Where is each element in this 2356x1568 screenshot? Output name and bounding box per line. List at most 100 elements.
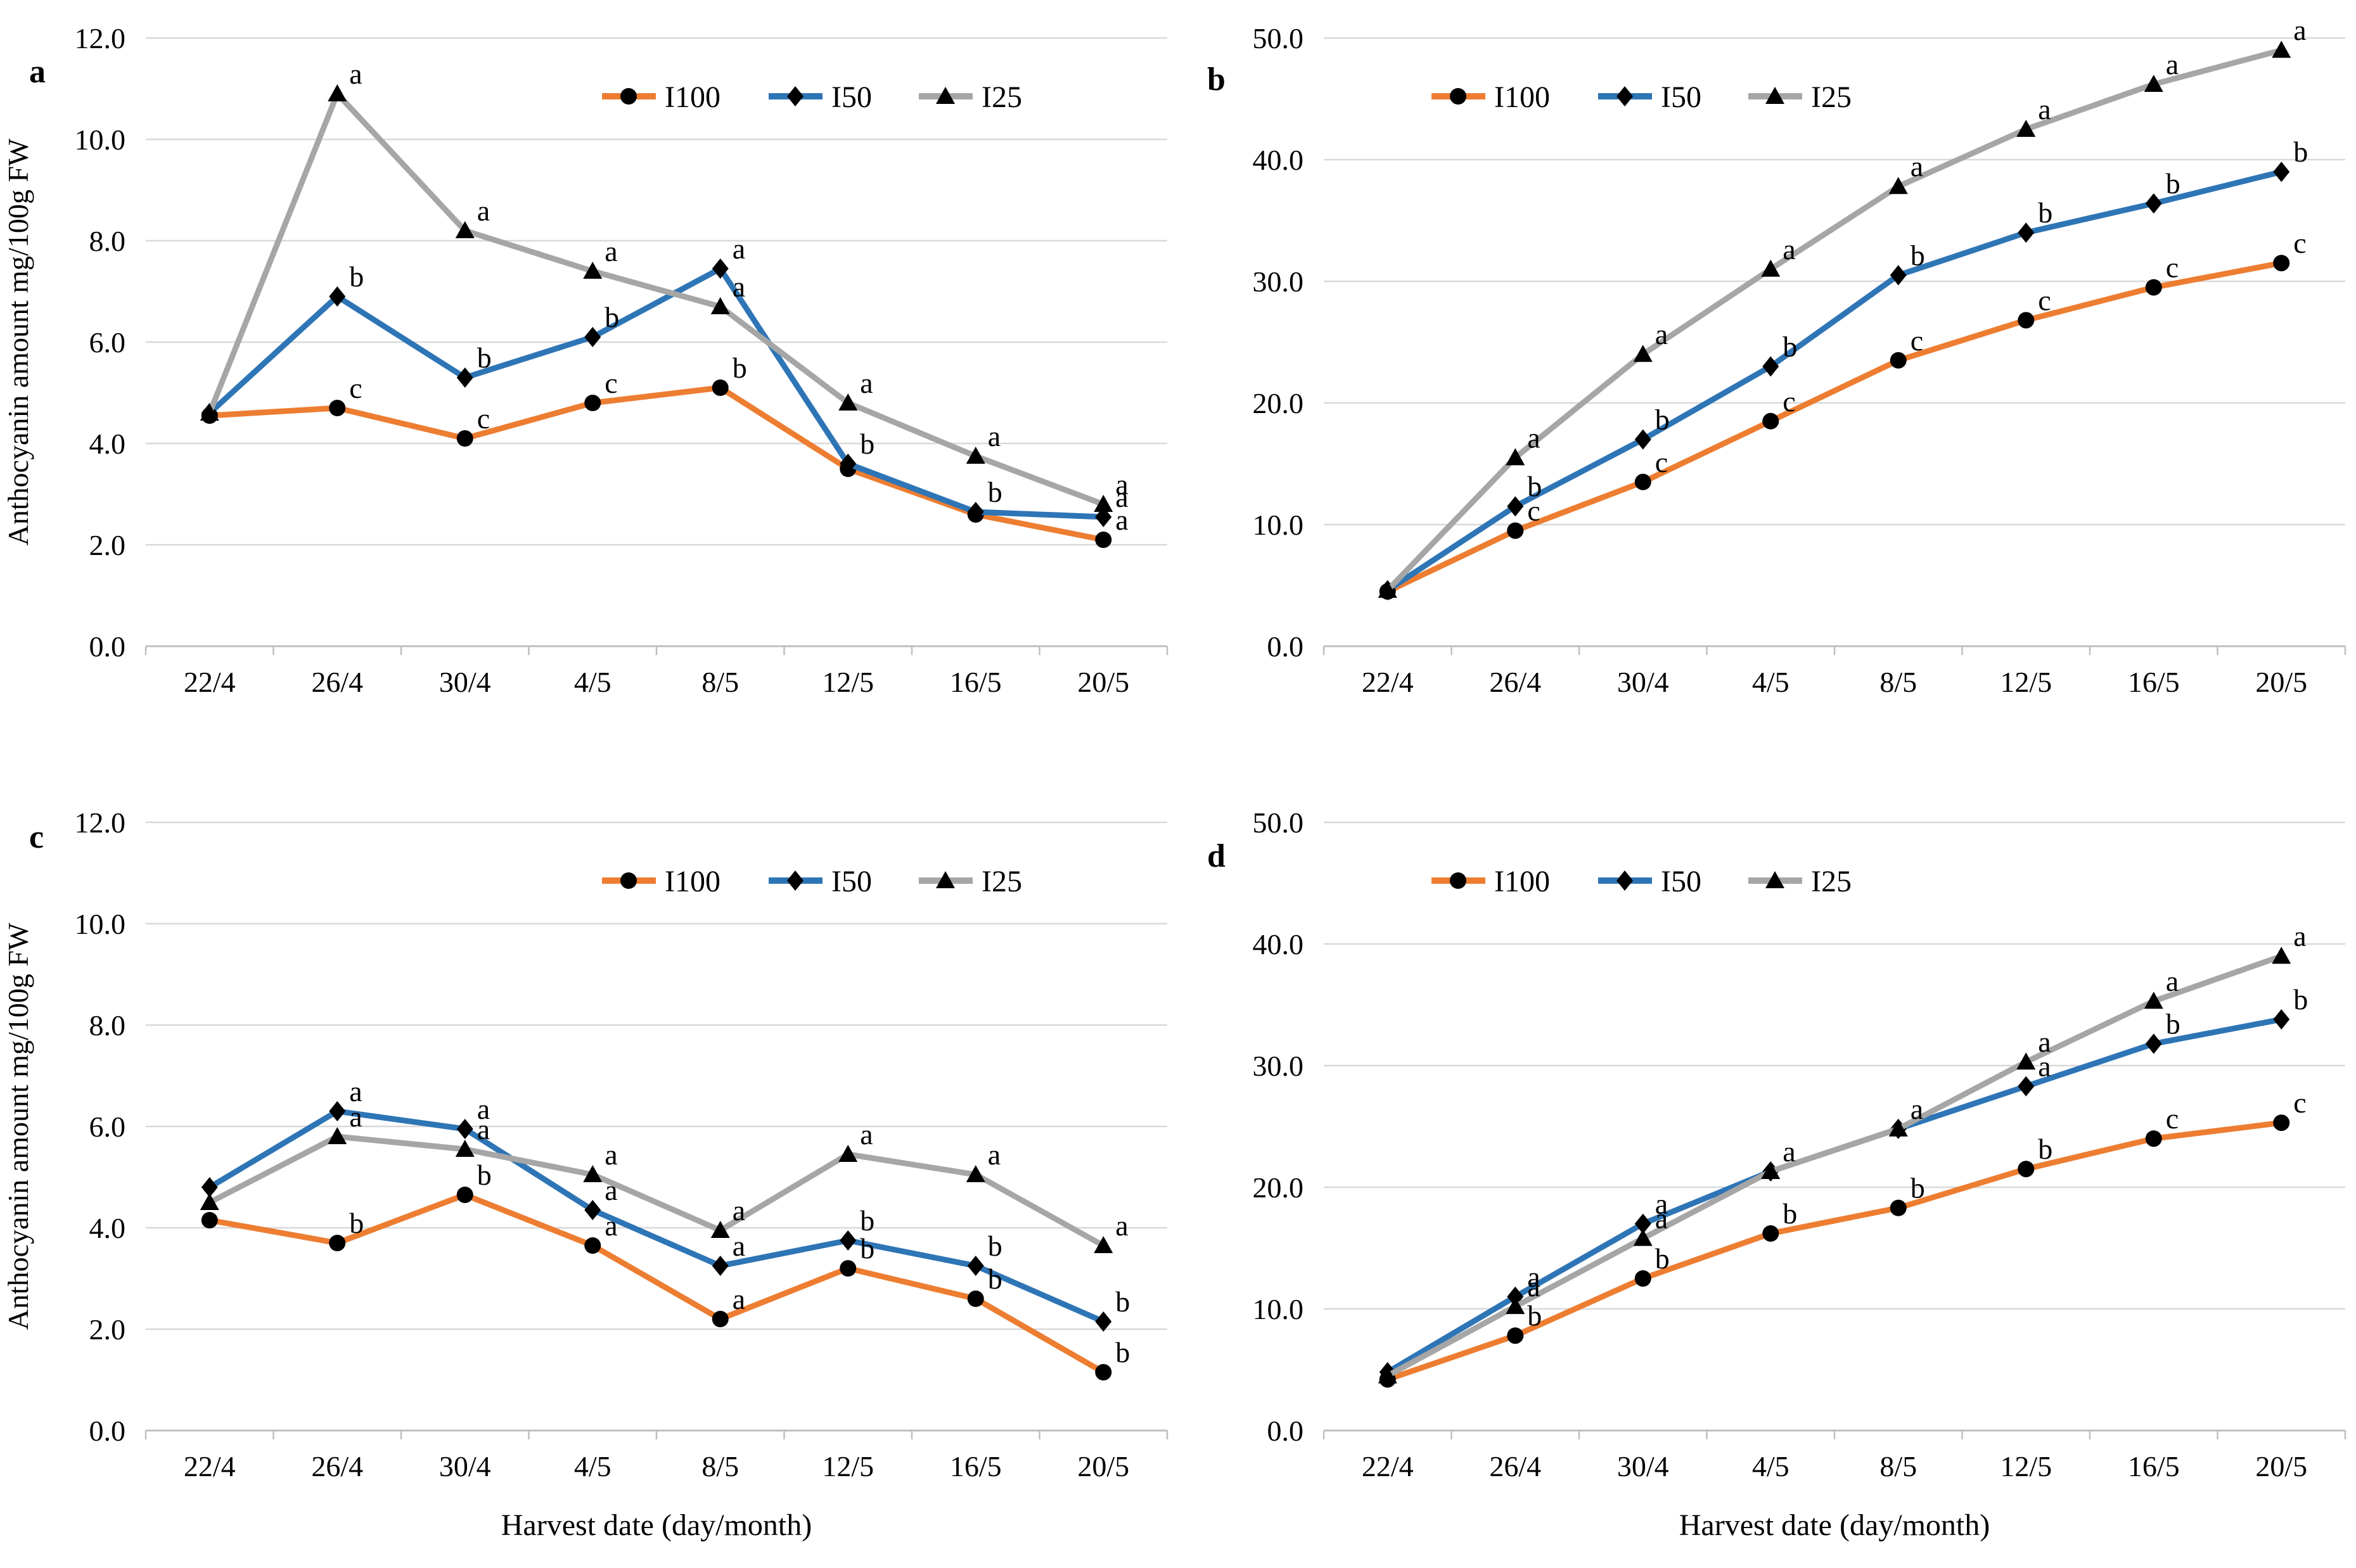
data-point-I50-diamond-marker-icon	[1634, 429, 1651, 450]
x-tick-label: 20/5	[1077, 666, 1129, 698]
legend-item-I25: I25	[1748, 865, 1852, 898]
data-point-I100-circle-marker-icon	[1634, 473, 1651, 490]
data-point-I25-triangle-marker-icon	[2144, 74, 2163, 92]
data-point-I25-triangle-marker-icon	[710, 297, 730, 314]
x-tick-label: 4/5	[574, 666, 611, 698]
point-letter-label: a	[988, 420, 1001, 452]
point-letter-label: a	[477, 1093, 490, 1125]
x-tick-label: 22/4	[1362, 1450, 1414, 1482]
x-tick-label: 12/5	[822, 666, 874, 698]
y-tick-label: 30.0	[1253, 1050, 1304, 1082]
point-letter-label: b	[1783, 330, 1797, 362]
legend-label: I100	[1494, 865, 1550, 898]
point-letter-label: c	[2166, 1102, 2179, 1135]
chart-panel-d: 0.0 10.0 20.0 30.0 40.0 50.0 22/4 26/4 30/4 4/5 8/…	[1178, 784, 2356, 1568]
legend-diamond-marker-icon	[1617, 870, 1633, 891]
point-letter-label: a	[860, 1118, 873, 1151]
data-point-I100-circle-marker-icon	[456, 430, 473, 447]
point-letter-label: a	[1911, 1093, 1923, 1125]
x-tick-label: 4/5	[574, 1450, 611, 1482]
data-point-I25-triangle-marker-icon	[838, 1145, 858, 1162]
data-point-I25-triangle-marker-icon	[966, 447, 985, 464]
data-point-I100-circle-marker-icon	[712, 379, 729, 396]
y-tick-label: 2.0	[89, 529, 126, 561]
x-tick-label: 26/4	[311, 666, 363, 698]
y-tick-label: 50.0	[1253, 22, 1304, 54]
chart-svg-c: 0.0 2.0 4.0 6.0 8.0 10.0 12.0 22/4 26/4 30/4 4/5 8/…	[0, 784, 1178, 1568]
x-tick-label: 22/4	[184, 666, 236, 698]
point-letter-label: a	[2038, 93, 2051, 125]
data-point-I25-triangle-marker-icon	[1094, 1236, 1113, 1253]
point-letter-label: c	[1783, 385, 1795, 417]
data-point-I50-diamond-marker-icon	[712, 258, 729, 279]
y-tick-label: 10.0	[1253, 509, 1304, 541]
legend-circle-marker-icon	[620, 88, 637, 105]
data-point-I25-triangle-marker-icon	[1888, 1119, 1908, 1137]
point-letter-label: b	[988, 1230, 1002, 1262]
data-point-I50-diamond-marker-icon	[1762, 356, 1779, 377]
x-tick-label: 4/5	[1752, 1450, 1789, 1482]
data-point-I100-circle-marker-icon	[1095, 1364, 1112, 1380]
y-axis-title: Anthocyanin amount mg/100g FW	[2, 922, 34, 1330]
data-point-I50-diamond-marker-icon	[2145, 193, 2162, 214]
point-letter-label: a	[2293, 920, 2306, 952]
legend-item-I25: I25	[919, 865, 1022, 898]
point-letter-label: b	[1911, 239, 1925, 271]
point-letter-label: b	[2293, 136, 2308, 168]
legend-item-I50: I50	[1598, 80, 1701, 114]
point-letter-label: a	[988, 1138, 1001, 1171]
data-point-I50-diamond-marker-icon	[840, 1230, 857, 1251]
point-letter-label: a	[2166, 965, 2179, 997]
x-tick-label: 16/5	[2128, 666, 2180, 698]
series-line-I100	[207, 1192, 1106, 1375]
data-point-I100-circle-marker-icon	[1890, 1199, 1907, 1216]
series-line-I25	[1385, 953, 2284, 1379]
data-point-I25-triangle-marker-icon	[2016, 120, 2036, 137]
point-letter-label: a	[1115, 468, 1128, 500]
data-point-I50-diamond-marker-icon	[2018, 222, 2035, 243]
chart-panel-a: 0.0 2.0 4.0 6.0 8.0 10.0 12.0 22/4 26/4 30/4 4/5 8/…	[0, 0, 1178, 784]
data-point-I100-circle-marker-icon	[2273, 1114, 2290, 1131]
data-point-I100-circle-marker-icon	[1762, 412, 1779, 430]
point-letter-label: b	[1115, 1285, 1130, 1318]
x-tick-label: 8/5	[701, 1450, 739, 1482]
point-letter-label: a	[477, 194, 490, 227]
legend: I100 I50 I25	[1431, 80, 1852, 114]
x-tick-label: 30/4	[1617, 1450, 1669, 1482]
panel-background	[0, 0, 1178, 784]
point-letter-label: a	[1783, 1135, 1795, 1168]
data-point-I25-triangle-marker-icon	[1888, 177, 1908, 194]
legend-triangle-marker-icon	[936, 871, 955, 888]
point-letter-label: b	[1783, 1197, 1797, 1230]
point-letter-label: c	[605, 367, 617, 399]
y-tick-label: 40.0	[1253, 928, 1304, 960]
y-tick-label: 4.0	[89, 428, 126, 460]
data-point-I50-diamond-marker-icon	[840, 454, 857, 474]
data-point-I100-circle-marker-icon	[329, 400, 346, 416]
legend-item-I25: I25	[919, 80, 1022, 114]
legend-triangle-marker-icon	[936, 87, 955, 104]
chart-panel-b: 0.0 10.0 20.0 30.0 40.0 50.0 22/4 26/4 30/4 4/5 8/…	[1178, 0, 2356, 784]
series-line-I50	[207, 1108, 1106, 1325]
data-point-I50-diamond-marker-icon	[712, 1256, 729, 1276]
y-tick-label: 0.0	[89, 1415, 126, 1447]
data-point-I50-diamond-marker-icon	[329, 286, 346, 307]
legend-circle-marker-icon	[1450, 88, 1466, 105]
data-point-I25-triangle-marker-icon	[2272, 947, 2291, 964]
x-tick-label: 30/4	[439, 666, 491, 698]
point-letter-label: a	[349, 1075, 362, 1107]
legend: I100 I50 I25	[1431, 865, 1852, 898]
legend-label: I50	[831, 80, 872, 114]
y-tick-label: 30.0	[1253, 265, 1304, 298]
legend-diamond-marker-icon	[1617, 86, 1633, 106]
point-letter-label: b	[477, 1159, 492, 1191]
legend-item-I100: I100	[1431, 80, 1550, 114]
series-line-I50	[1385, 169, 2284, 594]
data-point-I50-diamond-marker-icon	[584, 1200, 601, 1220]
data-point-I100-circle-marker-icon	[201, 1212, 218, 1228]
data-point-I50-diamond-marker-icon	[2145, 1033, 2162, 1054]
panel-letter: c	[29, 819, 44, 855]
y-tick-label: 8.0	[89, 1009, 126, 1042]
legend-label: I50	[1661, 865, 1701, 898]
y-tick-label: 10.0	[1253, 1293, 1304, 1325]
